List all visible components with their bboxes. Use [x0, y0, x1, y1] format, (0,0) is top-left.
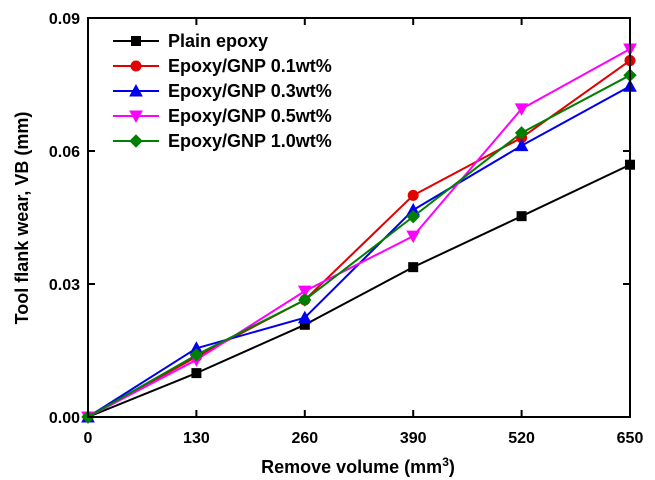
series-plain-epoxy — [83, 159, 635, 422]
data-point-epoxy-gnp-0-5wt — [514, 103, 529, 116]
axes: 0 130 260 390 520 650 0.00 0.03 0.06 0.09 — [49, 11, 644, 447]
series-epoxy-gnp-1-0wt — [81, 68, 637, 424]
legend-label-epoxy-gnp-1-0wt: Epoxy/GNP 1.0wt% — [168, 131, 332, 151]
series-epoxy-gnp-0-5wt — [81, 43, 637, 425]
data-point-epoxy-gnp-0-5wt — [297, 285, 312, 299]
x-tick-label: 390 — [400, 430, 427, 447]
legend-marker-epoxy-gnp-0-5wt — [129, 110, 143, 124]
x-axis-title-tail: ) — [449, 457, 455, 477]
series-epoxy-gnp-0-3wt — [81, 79, 637, 423]
x-axis-title: Remove volume (mm3) — [261, 455, 455, 477]
data-point-plain-epoxy — [191, 368, 202, 379]
legend-item-epoxy-gnp-1-0wt: Epoxy/GNP 1.0wt% — [113, 131, 332, 151]
y-axis-title: Tool flank wear, VB (mm) — [12, 112, 32, 325]
series-line-epoxy-gnp-0-1wt — [87, 59, 631, 418]
legend-label-epoxy-gnp-0-5wt: Epoxy/GNP 0.5wt% — [168, 106, 332, 126]
x-tick-label: 130 — [183, 430, 210, 447]
y-tick-label: 0.00 — [49, 410, 80, 427]
series-line-epoxy-gnp-0-5wt — [87, 48, 631, 418]
plot-area — [81, 43, 637, 425]
legend-marker-epoxy-gnp-0-1wt — [130, 60, 142, 72]
data-point-epoxy-gnp-1-0wt — [406, 209, 420, 224]
y-tick-label: 0.03 — [49, 277, 80, 294]
y-tick-label: 0.09 — [49, 11, 80, 28]
legend-item-epoxy-gnp-0-3wt: Epoxy/GNP 0.3wt% — [113, 81, 332, 101]
legend-item-plain-epoxy: Plain epoxy — [113, 31, 268, 51]
y-tick-label: 0.06 — [49, 144, 80, 161]
legend-marker-epoxy-gnp-1-0wt — [129, 134, 143, 148]
legend-label-epoxy-gnp-0-3wt: Epoxy/GNP 0.3wt% — [168, 81, 332, 101]
x-tick-label: 260 — [291, 430, 318, 447]
data-point-epoxy-gnp-0-5wt — [406, 230, 421, 244]
series-line-plain-epoxy — [87, 163, 631, 418]
data-point-epoxy-gnp-0-3wt — [297, 310, 312, 324]
legend-label-epoxy-gnp-0-1wt: Epoxy/GNP 0.1wt% — [168, 56, 332, 76]
data-point-epoxy-gnp-0-1wt — [407, 189, 419, 201]
legend-item-epoxy-gnp-0-5wt: Epoxy/GNP 0.5wt% — [113, 106, 332, 126]
x-axis-title-main: Remove volume (mm — [261, 457, 442, 477]
legend-item-epoxy-gnp-0-1wt: Epoxy/GNP 0.1wt% — [113, 56, 332, 76]
data-point-epoxy-gnp-1-0wt — [514, 126, 529, 140]
data-point-epoxy-gnp-0-3wt — [514, 138, 529, 152]
data-point-epoxy-gnp-1-0wt — [298, 293, 312, 307]
series-line-epoxy-gnp-1-0wt — [87, 74, 631, 418]
data-point-plain-epoxy — [516, 211, 527, 222]
data-point-epoxy-gnp-1-0wt — [189, 348, 204, 362]
plot-frame — [87, 17, 631, 418]
legend: Plain epoxy Epoxy/GNP 0.1wt% Epoxy/GNP 0.3… — [113, 31, 332, 151]
x-tick-label: 650 — [617, 430, 644, 447]
x-axis-title-superscript: 3 — [442, 455, 449, 469]
data-point-plain-epoxy — [408, 262, 419, 273]
x-tick-label: 520 — [508, 430, 535, 447]
legend-marker-epoxy-gnp-0-3wt — [129, 83, 143, 97]
legend-marker-plain-epoxy — [131, 36, 141, 46]
legend-label-plain-epoxy: Plain epoxy — [168, 31, 268, 51]
x-tick-label: 0 — [84, 430, 93, 447]
